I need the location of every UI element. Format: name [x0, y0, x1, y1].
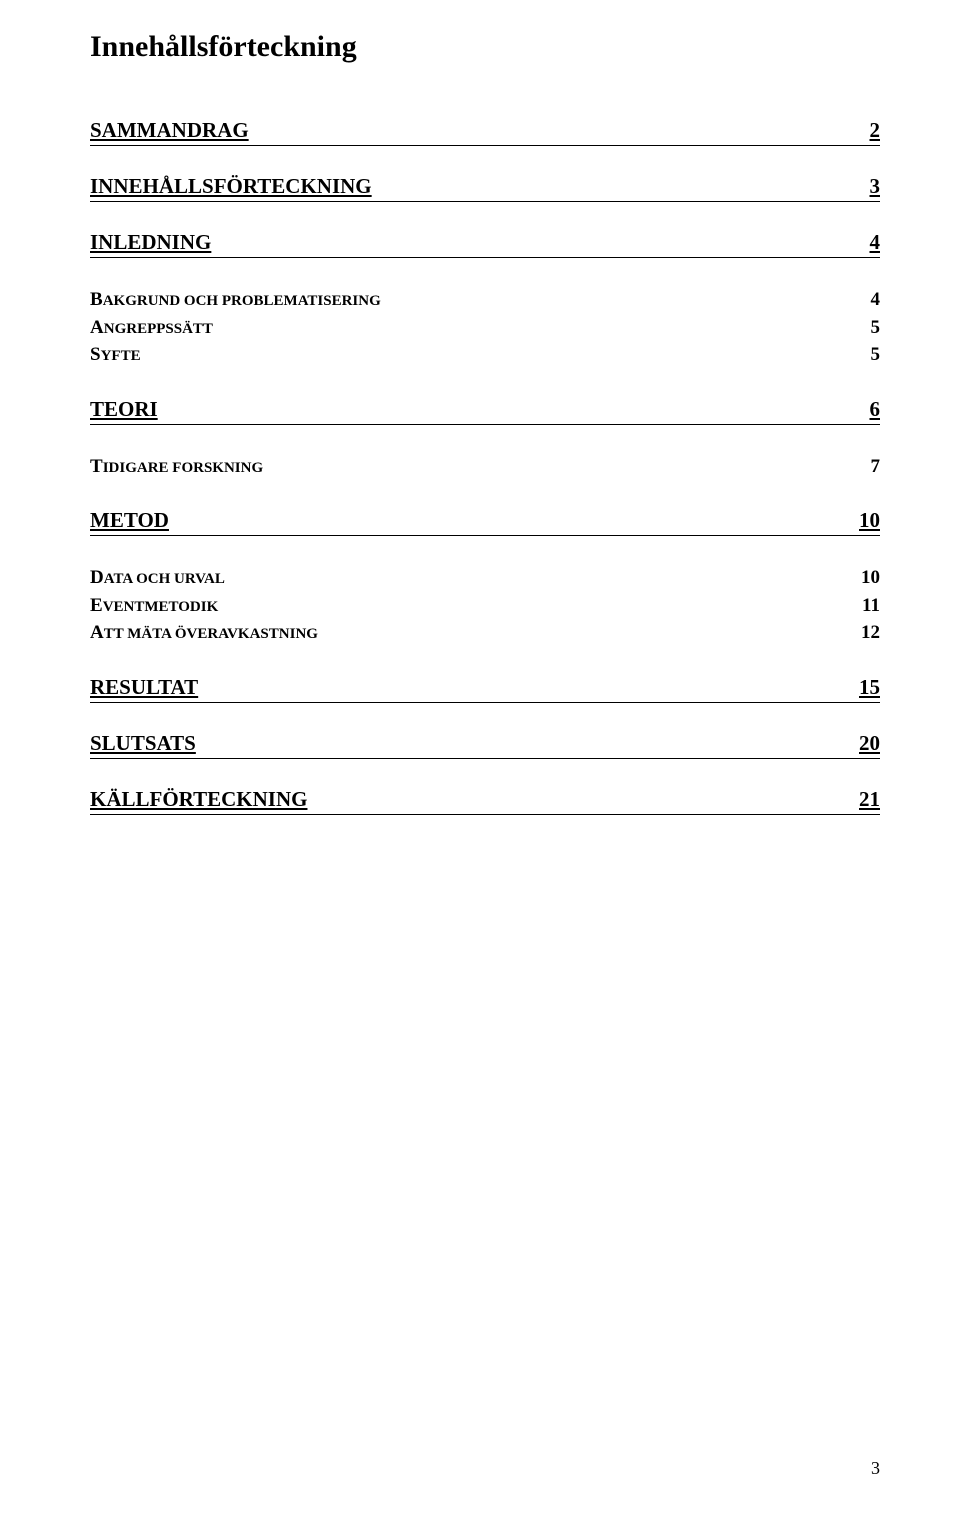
- toc-section-teori: TEORI 6: [90, 397, 880, 425]
- toc-sub-block-inledning: BAKGRUND OCH PROBLEMATISERING 4 ANGREPPS…: [90, 286, 880, 369]
- toc-sub-rest: NGREPPSSÄTT: [104, 321, 213, 337]
- toc-section-label: INNEHÅLLSFÖRTECKNING: [90, 174, 372, 199]
- toc-sub-syfte: SYFTE 5: [90, 341, 880, 369]
- toc-sub-angreppssatt: ANGREPPSSÄTT 5: [90, 314, 880, 342]
- toc-sub-first: B: [90, 289, 103, 310]
- toc-sub-label: SYFTE: [90, 341, 141, 369]
- toc-section-sammandrag: SAMMANDRAG 2: [90, 118, 880, 146]
- toc-sub-rest: TT MÄTA ÖVERAVKASTNING: [104, 626, 318, 642]
- toc-sub-page: 12: [861, 619, 880, 647]
- toc-sub-eventmetodik: EVENTMETODIK 11: [90, 592, 880, 620]
- toc-sub-label: TIDIGARE FORSKNING: [90, 453, 263, 481]
- toc-section-page: 4: [870, 230, 881, 255]
- toc-sub-first: T: [90, 456, 103, 477]
- toc-sub-rest: IDIGARE FORSKNING: [103, 460, 263, 476]
- toc-sub-first: D: [90, 567, 104, 588]
- toc-sub-label: DATA OCH URVAL: [90, 564, 225, 592]
- toc-section-label: METOD: [90, 508, 169, 533]
- toc-section-page: 6: [870, 397, 881, 422]
- toc-sub-first: S: [90, 344, 101, 365]
- toc-sub-label: ATT MÄTA ÖVERAVKASTNING: [90, 619, 318, 647]
- toc-section-page: 21: [859, 787, 880, 812]
- toc-section-page: 15: [859, 675, 880, 700]
- toc-section-page: 2: [870, 118, 881, 143]
- toc-sub-att-mata-overavkastning: ATT MÄTA ÖVERAVKASTNING 12: [90, 619, 880, 647]
- toc-section-label: RESULTAT: [90, 675, 198, 700]
- toc-sub-label: EVENTMETODIK: [90, 592, 218, 620]
- toc-sub-rest: VENTMETODIK: [103, 599, 219, 615]
- toc-sub-page: 7: [871, 453, 881, 481]
- toc-sub-page: 5: [871, 314, 881, 342]
- toc-sub-label: BAKGRUND OCH PROBLEMATISERING: [90, 286, 381, 314]
- toc-section-kallforteckning: KÄLLFÖRTECKNING 21: [90, 787, 880, 815]
- toc-sub-bakgrund: BAKGRUND OCH PROBLEMATISERING 4: [90, 286, 880, 314]
- toc-section-label: KÄLLFÖRTECKNING: [90, 787, 307, 812]
- page-number: 3: [871, 1458, 880, 1479]
- toc-sub-block-metod: DATA OCH URVAL 10 EVENTMETODIK 11 ATT MÄ…: [90, 564, 880, 647]
- toc-sub-data-och-urval: DATA OCH URVAL 10: [90, 564, 880, 592]
- toc-section-label: SAMMANDRAG: [90, 118, 249, 143]
- toc-sub-page: 10: [861, 564, 880, 592]
- toc-sub-rest: ATA OCH URVAL: [104, 571, 225, 587]
- page-title: Innehållsförteckning: [90, 30, 880, 64]
- toc-sub-block-teori: TIDIGARE FORSKNING 7: [90, 453, 880, 481]
- toc-sub-first: A: [90, 622, 104, 643]
- toc-section-innehallsforteckning: INNEHÅLLSFÖRTECKNING 3: [90, 174, 880, 202]
- toc-section-page: 10: [859, 508, 880, 533]
- toc-section-slutsats: SLUTSATS 20: [90, 731, 880, 759]
- toc-sub-page: 11: [862, 592, 880, 620]
- toc-section-metod: METOD 10: [90, 508, 880, 536]
- toc-section-page: 20: [859, 731, 880, 756]
- toc-sub-page: 4: [871, 286, 881, 314]
- toc-sub-rest: AKGRUND OCH PROBLEMATISERING: [103, 293, 381, 309]
- toc-sub-first: E: [90, 595, 103, 616]
- toc-sub-page: 5: [871, 341, 881, 369]
- toc-section-resultat: RESULTAT 15: [90, 675, 880, 703]
- toc-section-label: TEORI: [90, 397, 158, 422]
- toc-section-page: 3: [870, 174, 881, 199]
- toc-sub-rest: YFTE: [101, 348, 141, 364]
- toc-section-label: INLEDNING: [90, 230, 211, 255]
- toc-section-label: SLUTSATS: [90, 731, 196, 756]
- toc-section-inledning: INLEDNING 4: [90, 230, 880, 258]
- toc-sub-tidigare-forskning: TIDIGARE FORSKNING 7: [90, 453, 880, 481]
- toc-sub-first: A: [90, 317, 104, 338]
- toc-sub-label: ANGREPPSSÄTT: [90, 314, 213, 342]
